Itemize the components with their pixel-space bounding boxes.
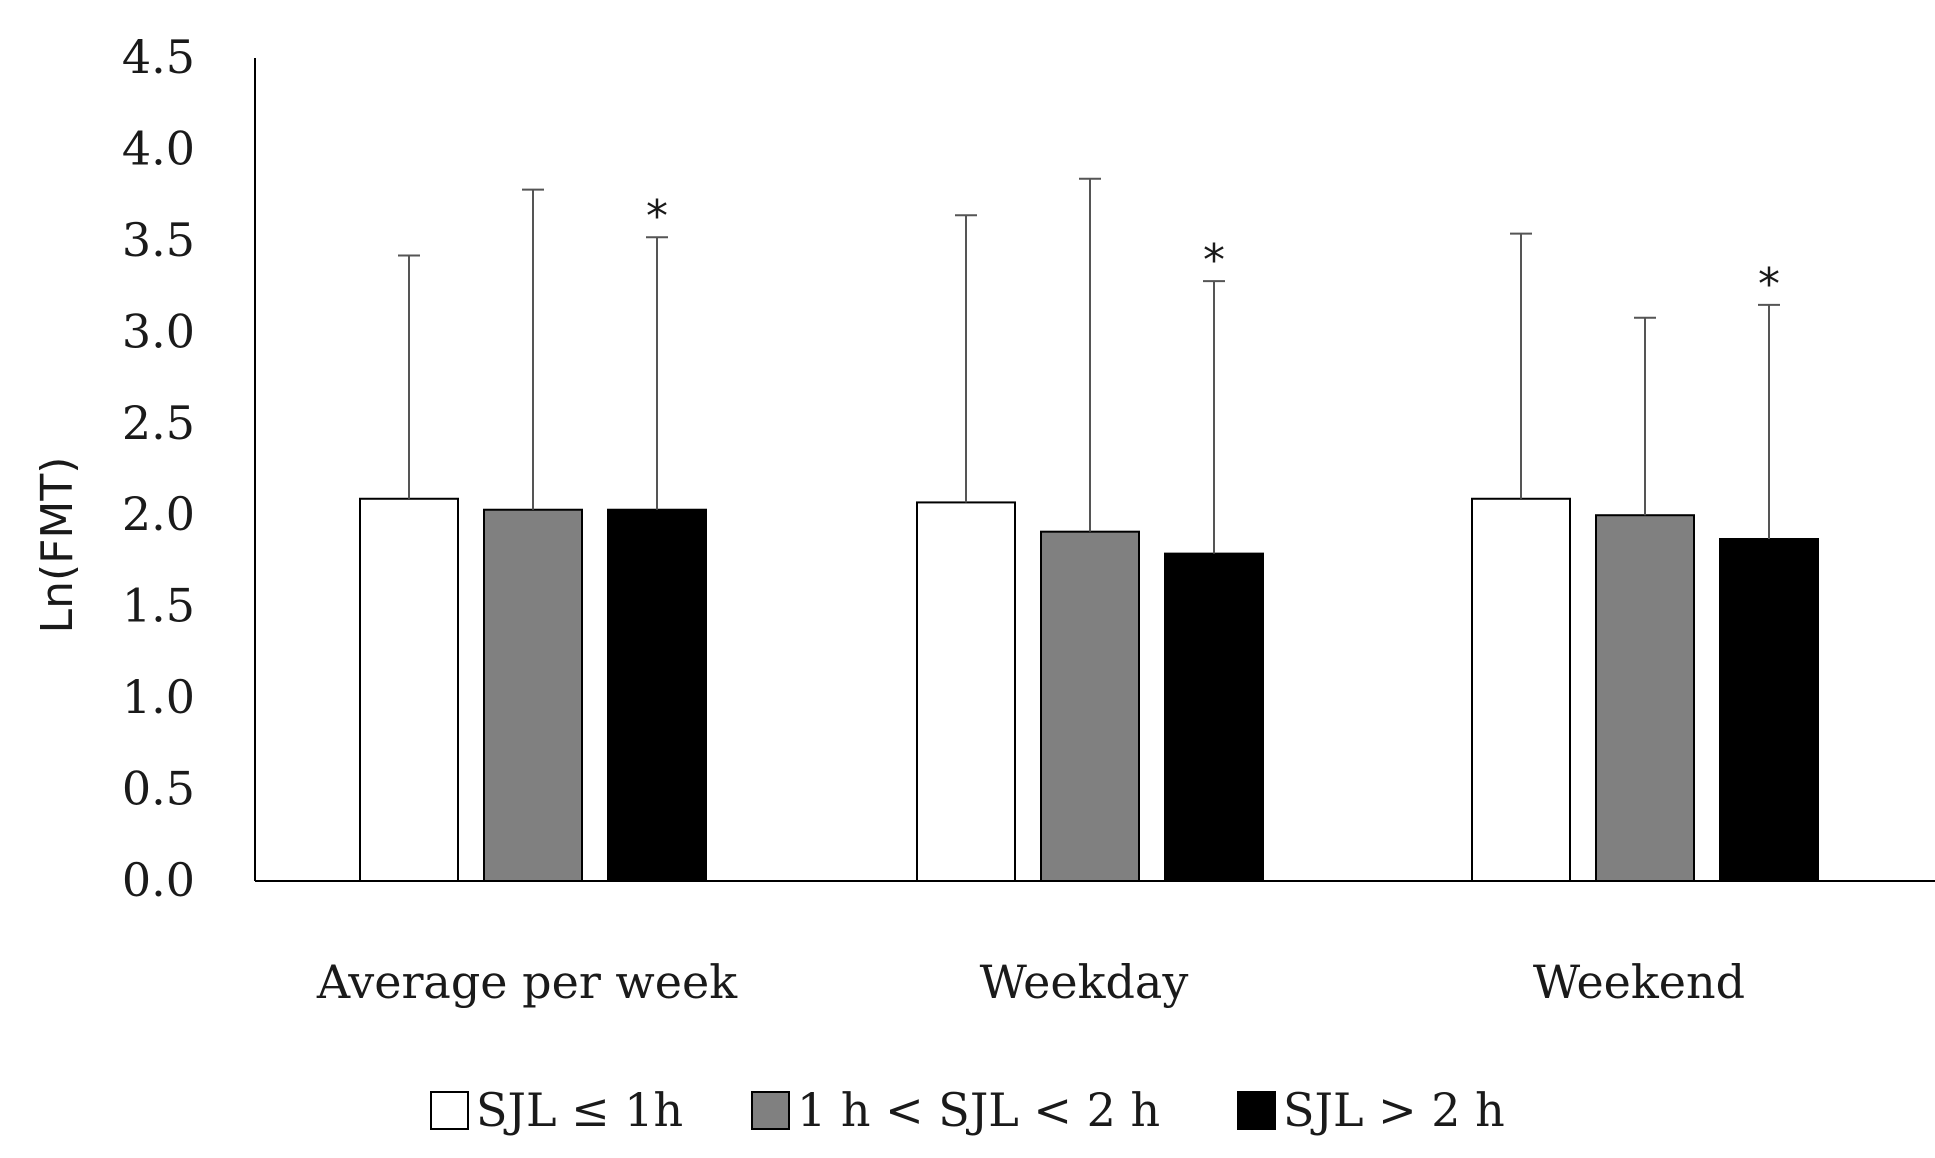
significance-marker: *	[1203, 235, 1225, 286]
x-axis-categories: Average per week Weekday Weekend	[316, 955, 1745, 1009]
bar	[1719, 537, 1819, 883]
bars	[359, 497, 1819, 883]
legend-swatch	[1237, 1091, 1276, 1130]
y-tick-label: 2.0	[122, 487, 195, 541]
bar	[1164, 552, 1264, 883]
significance-marker: *	[646, 191, 668, 242]
y-tick-label: 0.0	[122, 853, 195, 907]
x-category-label: Average per week	[316, 955, 738, 1009]
y-axis-label: Ln(FMT)	[32, 457, 83, 634]
y-tick-label: 3.5	[122, 213, 195, 267]
y-axis-ticks: 0.0 0.5 1.0 1.5 2.0 2.5 3.0 3.5 4.0 4.5	[122, 30, 195, 907]
y-tick-label: 1.5	[122, 579, 195, 633]
bar	[1040, 530, 1140, 883]
y-tick-label: 2.5	[122, 396, 195, 450]
bar	[483, 508, 583, 882]
bar	[359, 497, 459, 882]
bar	[1471, 497, 1571, 882]
legend-swatch	[430, 1091, 469, 1130]
legend-label: SJL ≤ 1h	[476, 1083, 683, 1137]
y-tick-label: 4.5	[122, 30, 195, 84]
bar	[916, 501, 1016, 882]
y-tick-label: 3.0	[122, 304, 195, 358]
y-tick-label: 4.0	[122, 121, 195, 175]
legend-label: 1 h < SJL < 2 h	[797, 1083, 1160, 1137]
x-category-label: Weekday	[980, 955, 1189, 1009]
x-category-label: Weekend	[1533, 955, 1745, 1009]
legend: SJL ≤ 1h 1 h < SJL < 2 h SJL > 2 h	[430, 1083, 1505, 1137]
significance-markers: * * *	[646, 191, 1780, 310]
y-tick-label: 0.5	[122, 762, 195, 816]
error-bars	[398, 177, 1780, 554]
legend-swatch	[751, 1091, 790, 1130]
bar	[1595, 514, 1695, 882]
legend-label: SJL > 2 h	[1283, 1083, 1505, 1137]
y-tick-label: 1.0	[122, 670, 195, 724]
bar	[607, 508, 707, 882]
significance-marker: *	[1758, 259, 1780, 310]
